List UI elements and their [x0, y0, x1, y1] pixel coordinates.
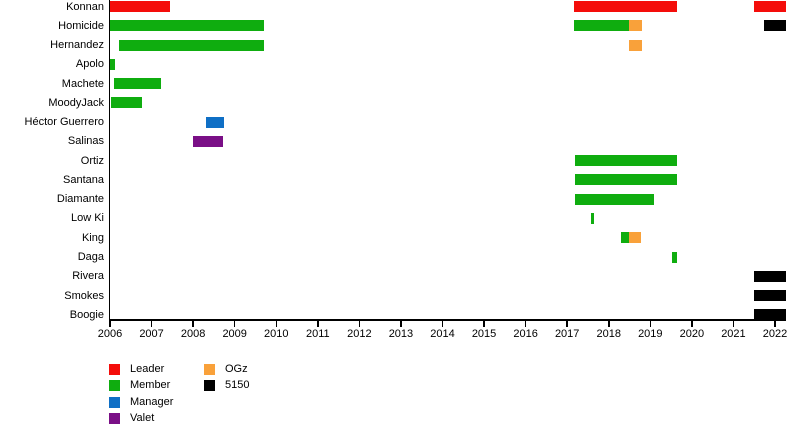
bar-homicide-ogz	[628, 20, 642, 32]
x-tick-2014	[441, 321, 444, 327]
row-label-salinas: Salinas	[67, 135, 104, 148]
bar-boogie-5150	[753, 309, 786, 321]
row-label-santana: Santana	[63, 173, 104, 186]
bar-santana-member	[575, 174, 677, 186]
x-tick-label-2015: 2015	[471, 328, 497, 340]
legend-label-valet: Valet	[130, 412, 155, 425]
x-tick-label-2007: 2007	[139, 328, 164, 340]
x-tick-2021	[732, 321, 735, 327]
bar-h-ctor-guerrero-manager	[206, 116, 224, 128]
bar-smokes-5150	[753, 290, 786, 302]
bar-homicide-member	[573, 20, 629, 32]
row-label-hernandez: Hernandez	[50, 39, 104, 52]
legend-label-5150: 5150	[225, 379, 250, 392]
x-tick-2012	[358, 321, 361, 327]
legend-swatch-member	[109, 380, 120, 392]
bar-konnan-leader	[573, 1, 677, 12]
x-tick-label-2016: 2016	[513, 328, 538, 340]
row-label-machete: Machete	[61, 77, 104, 90]
row-label-ortiz: Ortiz	[80, 154, 104, 167]
x-tick-2016	[524, 321, 527, 327]
x-tick-2006	[109, 321, 111, 327]
x-tick-2022	[774, 321, 776, 327]
legend-swatch-ogz	[204, 363, 215, 375]
x-tick-2007	[150, 321, 153, 327]
legend-label-member: Member	[130, 379, 171, 392]
plot-area: Konnan Homicide Hernandez Apolo Machete Moody…	[24, 0, 788, 340]
bar-diamante-member	[575, 193, 655, 205]
x-tick-label-2006: 2006	[97, 328, 123, 340]
legend-swatch-manager	[109, 396, 120, 408]
bar-king-member	[620, 232, 629, 244]
x-tick-2010	[275, 321, 277, 327]
legend-swatch-leader	[109, 363, 120, 375]
bar-salinas-valet	[193, 135, 224, 147]
legend-label-ogz: OGz	[225, 362, 248, 375]
row-label-h-ctor-guerrero: Héctor Guerrero	[24, 116, 104, 129]
x-tick-label-2010: 2010	[264, 328, 289, 340]
bar-konnan-leader	[110, 1, 170, 12]
x-tick-2019	[649, 321, 652, 327]
bar-hernandez-ogz	[628, 39, 642, 51]
x-tick-label-2013: 2013	[388, 328, 414, 340]
row-label-diamante: Diamante	[56, 193, 104, 206]
x-tick-label-2014: 2014	[430, 328, 455, 340]
bar-low-ki-member	[590, 212, 594, 224]
x-tick-label-2008: 2008	[180, 328, 206, 340]
row-label-king: King	[81, 231, 104, 244]
x-tick-label-2022: 2022	[762, 328, 788, 340]
bar-hernandez-member	[119, 39, 264, 51]
x-tick-label-2012: 2012	[347, 328, 372, 340]
x-tick-label-2009: 2009	[222, 328, 247, 340]
bar-moodyjack-member	[110, 97, 142, 109]
bar-konnan-leader	[753, 1, 786, 12]
bar-daga-member	[671, 251, 677, 263]
bar-apolo-member	[110, 58, 115, 70]
x-tick-label-2018: 2018	[596, 328, 621, 340]
bar-ortiz-member	[575, 155, 677, 167]
x-tick-2020	[691, 321, 693, 327]
legend-label-manager: Manager	[130, 395, 174, 408]
x-axis-line	[108, 319, 786, 321]
row-label-daga: Daga	[77, 251, 104, 263]
legend-label-leader: Leader	[130, 362, 165, 375]
x-tick-2008	[192, 321, 194, 327]
x-tick-label-2017: 2017	[554, 328, 580, 340]
bar-king-ogz	[628, 232, 641, 244]
x-tick-2009	[233, 321, 236, 327]
row-label-konnan: Konnan	[66, 0, 104, 13]
bar-homicide-member	[110, 20, 264, 32]
row-label-smokes: Smokes	[64, 289, 104, 302]
row-label-boogie: Boogie	[69, 308, 104, 321]
row-label-low-ki: Low Ki	[70, 212, 104, 225]
x-tick-label-2011: 2011	[305, 328, 330, 340]
x-tick-2017	[566, 321, 568, 327]
legend-swatch-5150	[204, 380, 215, 392]
x-tick-2013	[400, 321, 402, 327]
row-label-moodyjack: MoodyJack	[48, 96, 104, 109]
bar-homicide-5150	[763, 20, 786, 32]
row-label-apolo: Apolo	[75, 58, 104, 71]
x-tick-label-2019: 2019	[638, 328, 663, 340]
x-tick-2015	[483, 321, 485, 327]
row-label-homicide: Homicide	[58, 19, 104, 32]
y-axis-line	[108, 0, 111, 321]
x-tick-2011	[317, 321, 319, 327]
x-tick-label-2020: 2020	[679, 328, 705, 340]
bar-machete-member	[114, 78, 162, 90]
legend-swatch-valet	[109, 413, 120, 425]
bar-rivera-5150	[753, 270, 786, 282]
x-tick-label-2021: 2021	[721, 328, 746, 340]
x-tick-2018	[608, 321, 610, 327]
row-label-rivera: Rivera	[72, 270, 104, 283]
